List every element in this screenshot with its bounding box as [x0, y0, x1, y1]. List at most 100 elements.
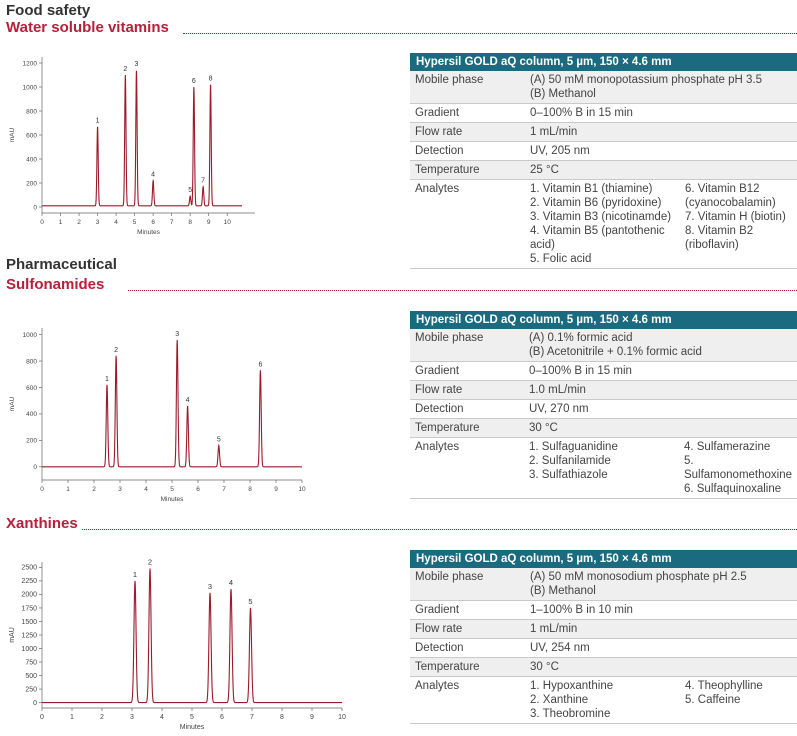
peak-label: 3 [175, 331, 179, 338]
table-header: Hypersil GOLD aQ column, 5 µm, 150 × 4.6… [410, 550, 797, 568]
row-key: Temperature [410, 160, 525, 180]
row-key: Flow rate [410, 619, 525, 639]
y-tick-label: 0 [33, 700, 37, 707]
table-header: Hypersil GOLD aQ column, 5 µm, 150 × 4.6… [410, 53, 797, 71]
row-key: Detection [410, 141, 525, 161]
y-tick-label: 1200 [23, 60, 38, 67]
peak-label: 5 [188, 187, 192, 194]
row-key: Gradient [410, 103, 525, 123]
analyte: acid) [530, 239, 555, 251]
heading-food-safety: Food safety [6, 2, 91, 19]
y-tick-label: 600 [26, 132, 37, 139]
x-tick-label: 7 [222, 486, 226, 493]
row-key: Flow rate [410, 122, 525, 142]
peak-label: 4 [186, 397, 190, 404]
x-tick-label: 9 [310, 714, 314, 721]
x-tick-label: 8 [188, 219, 192, 226]
peak-label: 6 [258, 361, 262, 368]
row-key: Flow rate [410, 380, 524, 400]
analyte: 5. Caffeine [685, 694, 741, 706]
peak-label: 1 [133, 570, 137, 579]
x-tick-label: 1 [66, 486, 70, 493]
peak-label: 2 [148, 557, 152, 566]
analyte: 2. Xanthine [530, 694, 589, 706]
x-tick-label: 1 [59, 219, 63, 226]
row-value: 30 °C [525, 657, 797, 677]
row-key: Temperature [410, 418, 524, 438]
chromatogram-trace [42, 568, 342, 704]
x-tick-label: 9 [207, 219, 211, 226]
analyte: 4. Vitamin B5 (pantothenic [530, 225, 665, 237]
x-tick-label: 8 [280, 714, 284, 721]
x-axis-label: Minutes [137, 229, 161, 236]
y-tick-label: 0 [33, 464, 37, 471]
y-axis-label: mAU [9, 396, 16, 411]
x-tick-label: 3 [96, 219, 100, 226]
y-tick-label: 1500 [21, 619, 37, 626]
x-tick-label: 10 [338, 714, 346, 721]
x-tick-label: 6 [196, 486, 200, 493]
analyte: 2. Sulfanilamide [528, 455, 611, 467]
x-tick-label: 6 [151, 219, 155, 226]
y-tick-label: 2000 [21, 592, 37, 599]
peak-label: 3 [135, 61, 139, 68]
analyte: 1. Sulfaguanidine [528, 441, 618, 453]
x-axis-label: Minutes [180, 724, 205, 731]
analyte: 4. Theophylline [685, 680, 763, 692]
peak-label: 4 [151, 172, 155, 179]
y-tick-label: 2500 [21, 565, 37, 572]
y-tick-label: 1000 [21, 646, 37, 653]
x-axis-label: Minutes [161, 496, 185, 503]
x-tick-label: 3 [130, 714, 134, 721]
row-value: (B) Methanol [530, 88, 596, 100]
x-tick-label: 7 [250, 714, 254, 721]
y-tick-label: 750 [25, 659, 37, 666]
analyte: 8. Vitamin B2 [685, 225, 754, 237]
x-tick-label: 3 [118, 486, 122, 493]
y-tick-label: 1250 [21, 632, 37, 639]
x-tick-label: 9 [274, 486, 278, 493]
peak-label: 2 [114, 347, 118, 354]
row-key: Mobile phase [410, 329, 524, 362]
x-tick-label: 2 [92, 486, 96, 493]
row-value: (A) 0.1% formic acid [528, 332, 633, 344]
peak-label: 7 [201, 178, 205, 185]
row-key-analytes: Analytes [410, 179, 525, 269]
x-tick-label: 0 [40, 219, 44, 226]
subtitle-water-soluble-vitamins: Water soluble vitamins [6, 19, 169, 36]
x-tick-label: 2 [77, 219, 81, 226]
heading-pharmaceutical: Pharmaceutical [6, 256, 117, 273]
row-key: Gradient [410, 361, 524, 381]
row-value: 0–100% B in 15 min [525, 103, 797, 123]
row-value: 1.0 mL/min [523, 380, 797, 400]
row-key: Detection [410, 638, 525, 658]
x-tick-label: 6 [220, 714, 224, 721]
x-tick-label: 8 [248, 486, 252, 493]
analyte: 7. Vitamin H (biotin) [685, 211, 786, 223]
row-value: (A) 50 mM monosodium phosphate pH 2.5 [530, 571, 747, 583]
subtitle-sulfonamides: Sulfonamides [6, 276, 105, 293]
analyte: 4. Sulfamerazine [683, 441, 771, 453]
x-tick-label: 4 [144, 486, 148, 493]
x-tick-label: 7 [170, 219, 174, 226]
row-value: 1 mL/min [525, 619, 797, 639]
x-tick-label: 0 [40, 486, 44, 493]
y-tick-label: 400 [26, 411, 37, 418]
analyte: 5. Folic acid [530, 253, 592, 265]
analyte: 1. Hypoxanthine [530, 680, 614, 692]
row-key: Detection [410, 399, 524, 419]
peak-label: 8 [209, 76, 213, 83]
row-key: Mobile phase [410, 568, 525, 601]
row-value: UV, 254 nm [525, 638, 797, 658]
x-tick-label: 4 [160, 714, 164, 721]
dotted-divider [183, 33, 797, 34]
subtitle-xanthines: Xanthines [6, 515, 78, 532]
row-key: Gradient [410, 600, 525, 620]
row-key: Temperature [410, 657, 525, 677]
row-value: 1 mL/min [525, 122, 797, 142]
y-tick-label: 0 [33, 204, 37, 211]
peak-label: 5 [248, 597, 252, 606]
analyte: 6. Sulfaquinoxaline [683, 483, 782, 495]
row-value: 1–100% B in 10 min [525, 600, 797, 620]
table-header: Hypersil GOLD aQ column, 5 µm, 150 × 4.6… [410, 311, 797, 329]
